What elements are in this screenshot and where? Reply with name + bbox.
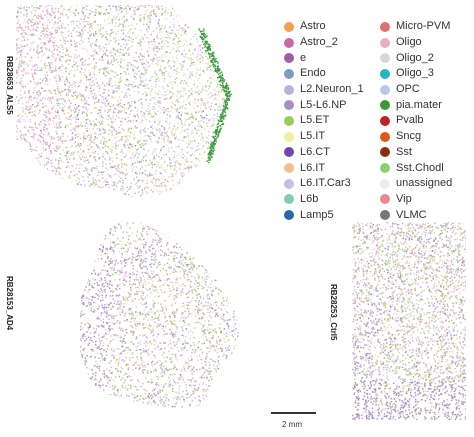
legend-label: L5-L6.NP	[300, 99, 346, 111]
legend-label: Oligo_2	[396, 52, 434, 64]
legend-label: Lamp5	[300, 209, 334, 221]
legend-swatch	[284, 115, 294, 126]
legend-label: L2.Neuron_1	[300, 84, 364, 95]
legend-item: L6b	[284, 192, 364, 208]
legend-item: Endo	[284, 66, 364, 82]
legend-label: pia.mater	[396, 99, 442, 111]
legend-label: Sncg	[396, 131, 421, 142]
legend-item: pia.mater	[380, 97, 452, 113]
legend-swatch	[380, 115, 390, 126]
legend-swatch	[380, 100, 390, 111]
legend-item: L6.CT	[284, 145, 364, 161]
legend-item: L2.Neuron_1	[284, 82, 364, 98]
legend-label: L6b	[300, 193, 318, 205]
tissue-als5	[16, 5, 228, 197]
legend-label: L6.IT	[300, 162, 325, 174]
legend-label: Vip	[396, 193, 412, 205]
legend-label: Sst	[396, 146, 412, 158]
legend-item: Pvalb	[380, 113, 452, 129]
legend-label: Astro_2	[300, 37, 338, 48]
legend-swatch	[284, 37, 294, 48]
legend-swatch	[380, 84, 390, 95]
legend-item: Micro-PVM	[380, 19, 452, 35]
legend-item: Sst	[380, 145, 452, 161]
legend-swatch	[284, 131, 294, 142]
legend-swatch	[380, 68, 390, 79]
legend-item: Lamp5	[284, 207, 364, 223]
legend-item: L6.IT.Car3	[284, 176, 364, 192]
legend-item: OPC	[380, 82, 452, 98]
legend-swatch	[284, 84, 294, 95]
legend-label: Micro-PVM	[396, 21, 450, 32]
legend-swatch	[380, 21, 390, 32]
tissue-ctrl5	[352, 222, 466, 420]
legend-label: Endo	[300, 68, 326, 79]
legend-label: Astro	[300, 21, 326, 32]
pia-mater-edge	[198, 28, 232, 164]
legend-swatch	[380, 147, 390, 158]
legend-swatch	[284, 210, 294, 221]
legend-item: Sst.Chodl	[380, 160, 452, 176]
legend-swatch	[284, 178, 294, 189]
legend-label: Oligo_3	[396, 68, 434, 79]
sample-label-ad4: RB28153_AD4	[5, 276, 14, 330]
legend-swatch	[284, 100, 294, 111]
legend-label: Pvalb	[396, 115, 424, 126]
legend-label: e	[300, 52, 306, 64]
legend-swatch	[284, 163, 294, 174]
legend-label: Sst.Chodl	[396, 162, 444, 174]
legend-item: L6.IT	[284, 160, 364, 176]
legend-swatch	[284, 147, 294, 158]
scale-bar	[271, 412, 316, 414]
legend-item: Vip	[380, 192, 452, 208]
legend-label: L5.IT	[300, 131, 325, 142]
legend-swatch	[380, 131, 390, 142]
legend-swatch	[380, 53, 390, 64]
legend-label: Oligo	[396, 37, 422, 48]
legend-label: OPC	[396, 84, 420, 95]
tissue-ad4	[80, 222, 240, 408]
legend-label: unassigned	[396, 178, 452, 189]
legend-item: VLMC	[380, 207, 452, 223]
legend-swatch	[380, 163, 390, 174]
legend-swatch	[284, 194, 294, 205]
legend-label: L6.IT.Car3	[300, 178, 351, 189]
legend-swatch	[380, 178, 390, 189]
legend-item: L5.ET	[284, 113, 364, 129]
legend-item: Astro	[284, 19, 364, 35]
legend-swatch	[284, 53, 294, 64]
legend-swatch	[380, 37, 390, 48]
legend-swatch	[380, 194, 390, 205]
legend-swatch	[380, 210, 390, 221]
scale-bar-label: 2 mm	[282, 420, 302, 429]
legend-label: L6.CT	[300, 146, 330, 158]
legend-item: Oligo_3	[380, 66, 452, 82]
legend-label: L5.ET	[300, 115, 329, 126]
sample-label-als5: RB28653_ALS5	[5, 56, 14, 115]
legend-item: e	[284, 50, 364, 66]
legend-swatch	[284, 68, 294, 79]
legend-label: VLMC	[396, 209, 427, 221]
legend-item: Oligo	[380, 35, 452, 51]
legend-item: Oligo_2	[380, 50, 452, 66]
legend-item: L5-L6.NP	[284, 97, 364, 113]
legend-swatch	[284, 21, 294, 32]
legend-item: unassigned	[380, 176, 452, 192]
legend-column-2: Micro-PVM Oligo Oligo_2 Oligo_3 OPC pia.mater…	[380, 19, 452, 223]
sample-label-ctrl5: RB28253_Ctrl5	[329, 284, 338, 340]
legend-item: Sncg	[380, 129, 452, 145]
legend-item: Astro_2	[284, 35, 364, 51]
legend-item: L5.IT	[284, 129, 364, 145]
